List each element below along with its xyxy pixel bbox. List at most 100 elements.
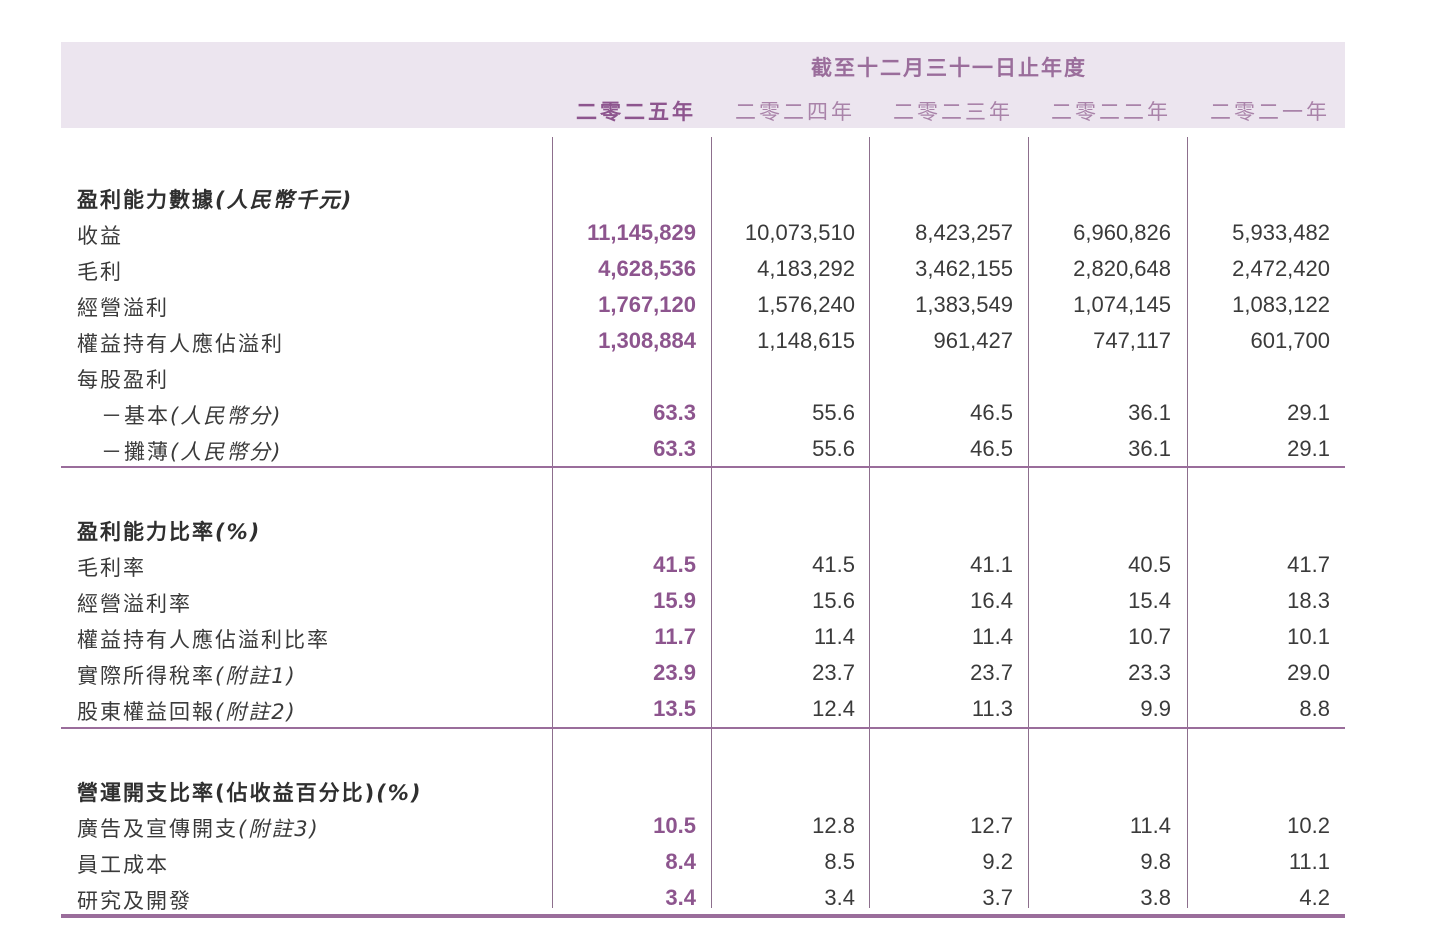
value-cell-二零二二年: 3.8 <box>1140 885 1171 910</box>
value-cell-二零二二年: 10.7 <box>1128 624 1171 649</box>
year-header-3: 二零二二年 <box>1051 100 1171 124</box>
value-cell-二零二一年: 10.2 <box>1287 813 1330 838</box>
row-label: 毛利 <box>77 256 123 286</box>
value-cell-二零二五年: 13.5 <box>653 696 696 721</box>
table-bottom-rule <box>61 914 1345 918</box>
value-cell-二零二三年: 16.4 <box>970 588 1013 613</box>
row-label: 經營溢利率 <box>77 588 192 618</box>
column-divider <box>1187 137 1188 466</box>
value-cell-二零二二年: 1,074,145 <box>1073 292 1171 317</box>
table-row: －攤薄(人民幣分) 63.3 55.6 46.5 36.1 29.1 <box>61 432 1345 468</box>
table-row: 研究及開發 3.4 3.4 3.7 3.8 4.2 <box>61 881 1345 917</box>
value-cell-二零二五年: 11,145,829 <box>587 220 696 245</box>
value-cell-二零二三年: 11.4 <box>971 624 1013 649</box>
value-cell-二零二三年: 46.5 <box>970 436 1013 461</box>
row-label-text: 股東權益回報 <box>77 700 215 724</box>
value-cell-二零二二年: 747,117 <box>1093 328 1171 353</box>
row-label-text: 毛利率 <box>77 556 146 580</box>
column-divider <box>552 729 553 908</box>
value-cell-二零二四年: 3.4 <box>824 885 855 910</box>
value-cell-二零二四年: 10,073,510 <box>744 220 855 245</box>
section-divider <box>61 727 1345 729</box>
column-divider <box>869 468 870 727</box>
value-cell-二零二五年: 4,628,536 <box>598 256 696 281</box>
section-heading-row: 盈利能力數據(人民幣千元) <box>61 180 1345 216</box>
value-cell-二零二一年: 29.1 <box>1287 436 1330 461</box>
value-cell-二零二四年: 55.6 <box>812 400 855 425</box>
value-cell-二零二三年: 961,427 <box>933 328 1013 353</box>
row-label-text: 每股盈利 <box>77 368 169 392</box>
value-cell-二零二四年: 12.8 <box>812 813 855 838</box>
section-heading-unit: (%) <box>215 520 262 544</box>
value-cell-二零二一年: 29.0 <box>1287 660 1330 685</box>
year-header-2: 二零二三年 <box>893 100 1013 124</box>
value-cell-二零二五年: 10.5 <box>653 813 696 838</box>
table-row: 權益持有人應佔溢利 1,308,884 1,148,615 961,427 747,11… <box>61 324 1345 360</box>
value-cell-二零二四年: 8.5 <box>824 849 855 874</box>
value-cell-二零二二年: 23.3 <box>1128 660 1171 685</box>
table-header-title: 截至十二月三十一日止年度 <box>811 56 1087 80</box>
column-divider <box>1187 468 1188 727</box>
table-row: 廣告及宣傳開支(附註3) 10.5 12.8 12.7 11.4 10.2 <box>61 809 1345 845</box>
row-label-text: 權益持有人應佔溢利 <box>77 332 284 356</box>
value-cell-二零二四年: 1,148,615 <box>757 328 855 353</box>
value-cell-二零二四年: 41.5 <box>812 552 855 577</box>
column-divider <box>711 137 712 466</box>
row-label: 廣告及宣傳開支(附註3) <box>77 813 320 843</box>
row-label-note: (人民幣分) <box>170 440 283 464</box>
value-cell-二零二四年: 12.4 <box>812 696 855 721</box>
value-cell-二零二三年: 41.1 <box>970 552 1013 577</box>
row-label-text: 經營溢利 <box>77 296 169 320</box>
row-label: 權益持有人應佔溢利比率 <box>77 624 330 654</box>
value-cell-二零二一年: 11.1 <box>1288 849 1330 874</box>
value-cell-二零二三年: 23.7 <box>970 660 1013 685</box>
row-label-text: －攤薄 <box>101 440 170 464</box>
row-label: 實際所得稅率(附註1) <box>77 660 297 690</box>
section-heading-text: 營運開支比率(佔收益百分比) <box>77 781 377 805</box>
value-cell-二零二三年: 8,423,257 <box>915 220 1013 245</box>
value-cell-二零二五年: 1,767,120 <box>598 292 696 317</box>
table-row: 毛利 4,628,536 4,183,292 3,462,155 2,820,648 2,… <box>61 252 1345 288</box>
value-cell-二零二五年: 15.9 <box>653 588 696 613</box>
row-label-text: 毛利 <box>77 260 123 284</box>
value-cell-二零二二年: 11.4 <box>1129 813 1171 838</box>
value-cell-二零二五年: 63.3 <box>653 400 696 425</box>
value-cell-二零二五年: 8.4 <box>665 849 696 874</box>
value-cell-二零二一年: 8.8 <box>1299 696 1330 721</box>
section-heading-row: 營運開支比率(佔收益百分比)(%) <box>61 773 1345 809</box>
row-label: 員工成本 <box>77 849 169 879</box>
row-label-text: 廣告及宣傳開支 <box>77 817 238 841</box>
value-cell-二零二三年: 9.2 <box>982 849 1013 874</box>
column-divider <box>869 729 870 908</box>
table-row: 權益持有人應佔溢利比率 11.7 11.4 11.4 10.7 10.1 <box>61 620 1345 656</box>
row-label-text: 實際所得稅率 <box>77 664 215 688</box>
value-cell-二零二五年: 41.5 <box>653 552 696 577</box>
row-label-note: (附註2) <box>215 700 297 724</box>
row-label-note: (附註1) <box>215 664 297 688</box>
row-label-text: 員工成本 <box>77 853 169 877</box>
value-cell-二零二一年: 18.3 <box>1287 588 1330 613</box>
column-divider <box>869 137 870 466</box>
table-row: 員工成本 8.4 8.5 9.2 9.8 11.1 <box>61 845 1345 881</box>
column-divider <box>1028 468 1029 727</box>
section-heading: 盈利能力數據(人民幣千元) <box>77 184 353 214</box>
year-header-4: 二零二一年 <box>1210 100 1330 124</box>
value-cell-二零二四年: 23.7 <box>812 660 855 685</box>
section-heading-row: 盈利能力比率(%) <box>61 512 1345 548</box>
row-label: 權益持有人應佔溢利 <box>77 328 284 358</box>
value-cell-二零二二年: 36.1 <box>1128 436 1171 461</box>
value-cell-二零二二年: 15.4 <box>1128 588 1171 613</box>
value-cell-二零二五年: 3.4 <box>665 885 696 910</box>
value-cell-二零二三年: 11.3 <box>971 696 1013 721</box>
column-divider <box>711 468 712 727</box>
value-cell-二零二一年: 2,472,420 <box>1232 256 1330 281</box>
value-cell-二零二四年: 11.4 <box>813 624 855 649</box>
value-cell-二零二二年: 9.8 <box>1140 849 1171 874</box>
value-cell-二零二二年: 40.5 <box>1128 552 1171 577</box>
row-label: 經營溢利 <box>77 292 169 322</box>
value-cell-二零二五年: 63.3 <box>653 436 696 461</box>
value-cell-二零二一年: 5,933,482 <box>1232 220 1330 245</box>
table-header-band <box>61 42 1345 128</box>
row-label: 收益 <box>77 220 123 250</box>
value-cell-二零二三年: 3,462,155 <box>915 256 1013 281</box>
